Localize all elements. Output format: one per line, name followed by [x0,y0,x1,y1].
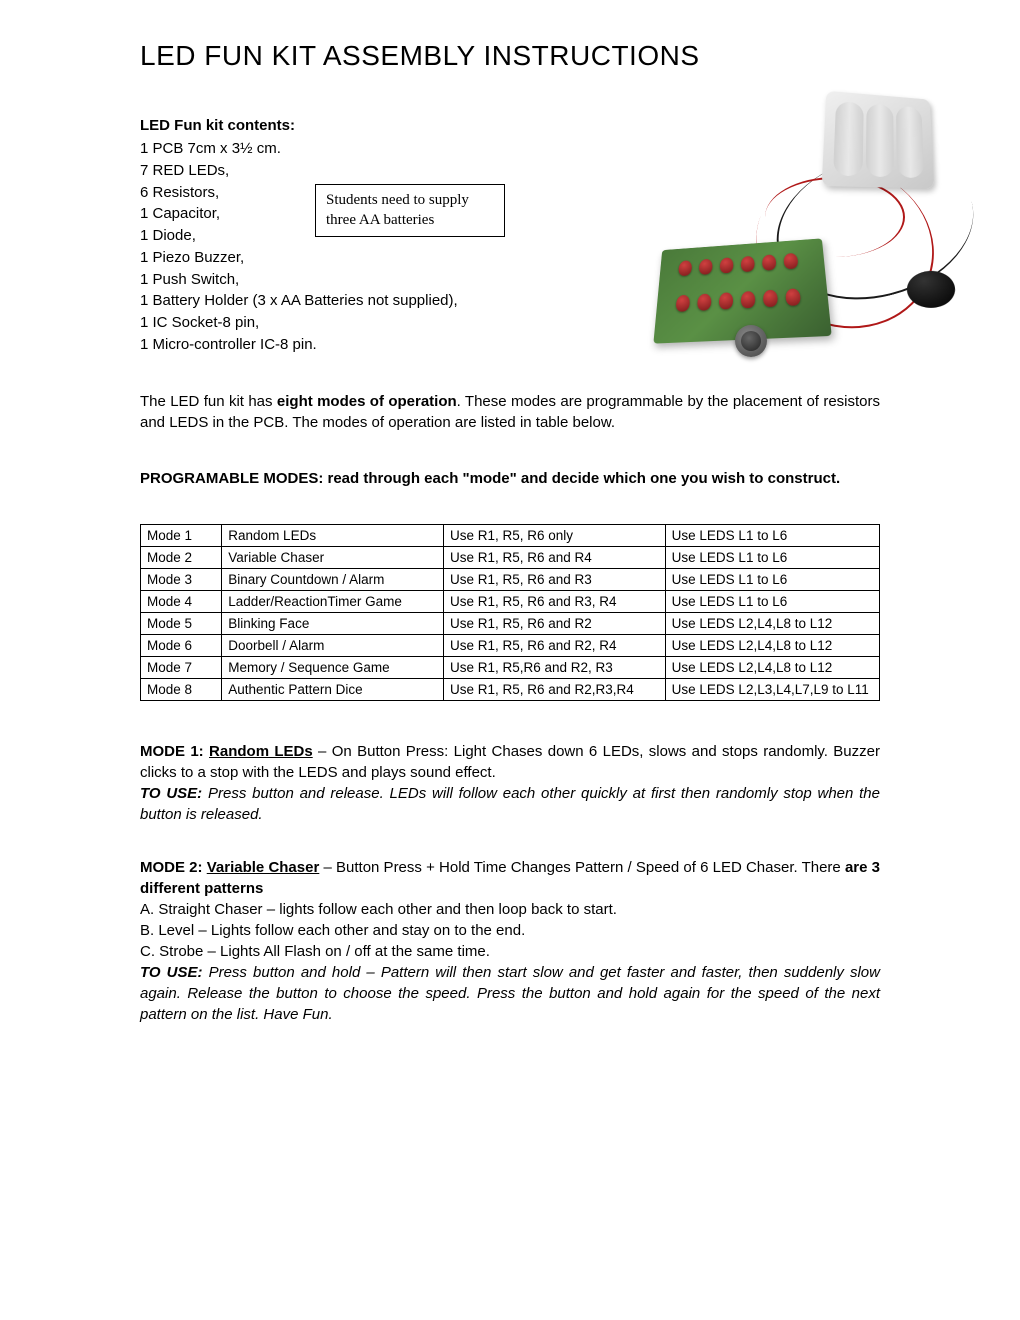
table-row: Mode 3 Binary Countdown / Alarm Use R1, … [141,568,880,590]
table-row: Mode 2 Variable Chaser Use R1, R5, R6 an… [141,546,880,568]
table-row: Mode 6 Doorbell / Alarm Use R1, R5, R6 a… [141,634,880,656]
mode2-block: MODE 2: Variable Chaser – Button Press +… [140,857,880,1025]
battery-holder-icon [822,91,934,189]
table-row: Mode 8 Authentic Pattern Dice Use R1, R5… [141,678,880,700]
product-photo [635,87,945,367]
mode1-name: Random LEDs [209,743,313,760]
cell: Use LEDS L2,L3,L4,L7,L9 to L11 [665,678,879,700]
table-row: Mode 5 Blinking Face Use R1, R5, R6 and … [141,612,880,634]
cell: Mode 4 [141,590,222,612]
cell: Ladder/ReactionTimer Game [222,590,444,612]
modes-heading: PROGRAMABLE MODES: read through each "mo… [140,468,880,489]
cell: Mode 3 [141,568,222,590]
cell: Use R1, R5, R6 and R2, R4 [443,634,665,656]
intro-paragraph: The LED fun kit has eight modes of opera… [140,391,880,433]
mode1-touse-label: TO USE: [140,785,202,802]
mode2-label: MODE 2: [140,859,203,876]
pattern-item: A. Straight Chaser – lights follow each … [140,899,880,920]
cell: Random LEDs [222,524,444,546]
cell: Use R1, R5,R6 and R2, R3 [443,656,665,678]
cell: Doorbell / Alarm [222,634,444,656]
cell: Use LEDS L1 to L6 [665,568,879,590]
cell: Use R1, R5, R6 only [443,524,665,546]
intro-bold: eight modes of operation [277,393,457,410]
cell: Use LEDS L1 to L6 [665,546,879,568]
mode2-desc-pre: – Button Press + Hold Time Changes Patte… [319,859,845,876]
mode1-label: MODE 1: [140,743,204,760]
pattern-item: B. Level – Lights follow each other and … [140,920,880,941]
cell: Mode 5 [141,612,222,634]
buzzer-icon [905,271,957,308]
cell: Binary Countdown / Alarm [222,568,444,590]
mode2-name: Variable Chaser [207,859,320,876]
cell: Use R1, R5, R6 and R3 [443,568,665,590]
pattern-list: A. Straight Chaser – lights follow each … [140,899,880,962]
push-switch-icon [735,325,767,357]
cell: Variable Chaser [222,546,444,568]
cell: Use R1, R5, R6 and R2,R3,R4 [443,678,665,700]
modes-table: Mode 1 Random LEDs Use R1, R5, R6 only U… [140,524,880,701]
cell: Use R1, R5, R6 and R2 [443,612,665,634]
intro-pre: The LED fun kit has [140,393,277,410]
pattern-item: C. Strobe – Lights All Flash on / off at… [140,941,880,962]
cell: Mode 6 [141,634,222,656]
cell: Mode 1 [141,524,222,546]
cell: Use R1, R5, R6 and R3, R4 [443,590,665,612]
cell: Use LEDS L1 to L6 [665,524,879,546]
page-title: LED FUN KIT ASSEMBLY INSTRUCTIONS [140,40,880,72]
top-section: LED Fun kit contents: 1 PCB 7cm x 3½ cm.… [140,117,880,356]
cell: Authentic Pattern Dice [222,678,444,700]
table-row: Mode 1 Random LEDs Use R1, R5, R6 only U… [141,524,880,546]
mode1-touse-text: Press button and release. LEDs will foll… [140,785,880,823]
cell: Use R1, R5, R6 and R4 [443,546,665,568]
cell: Use LEDS L2,L4,L8 to L12 [665,634,879,656]
mode1-block: MODE 1: Random LEDs – On Button Press: L… [140,741,880,825]
cell: Mode 7 [141,656,222,678]
cell: Memory / Sequence Game [222,656,444,678]
mode2-touse-text: Press button and hold – Pattern will the… [140,964,880,1023]
cell: Mode 2 [141,546,222,568]
mode2-touse-label: TO USE: [140,964,203,981]
note-box: Students need to supply three AA batteri… [315,184,505,237]
cell: Use LEDS L1 to L6 [665,590,879,612]
table-row: Mode 4 Ladder/ReactionTimer Game Use R1,… [141,590,880,612]
cell: Blinking Face [222,612,444,634]
cell: Use LEDS L2,L4,L8 to L12 [665,612,879,634]
cell: Use LEDS L2,L4,L8 to L12 [665,656,879,678]
table-row: Mode 7 Memory / Sequence Game Use R1, R5… [141,656,880,678]
cell: Mode 8 [141,678,222,700]
